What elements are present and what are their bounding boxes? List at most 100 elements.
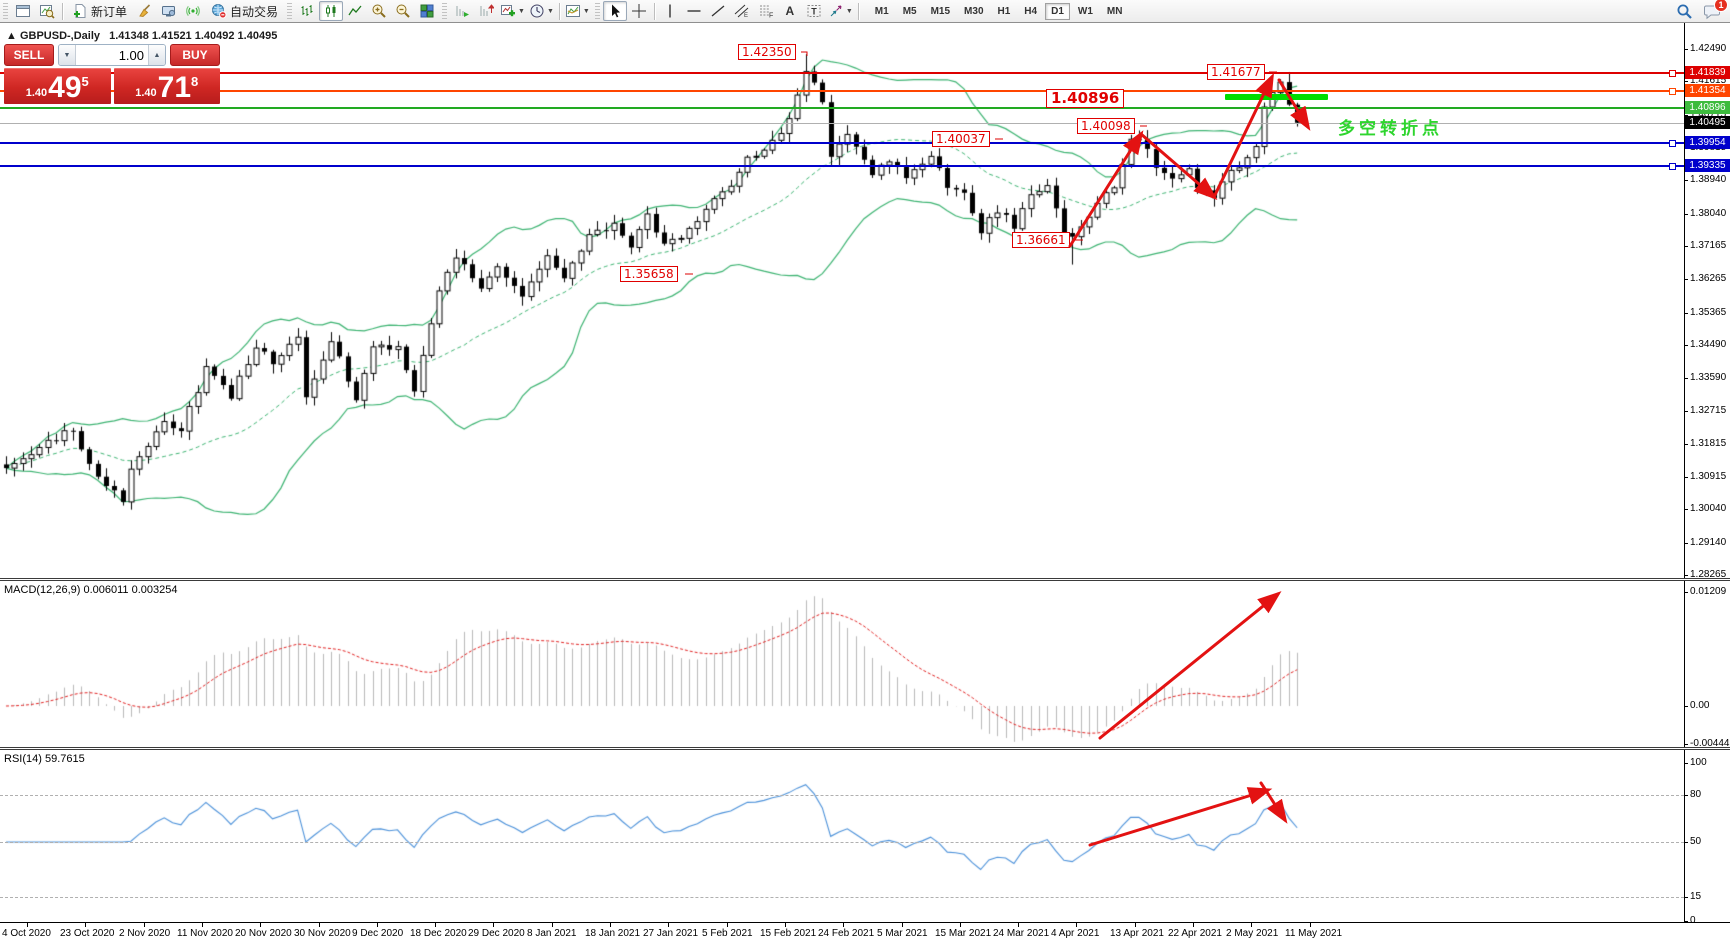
price-annotation-label[interactable]: 1.41677 xyxy=(1207,64,1265,80)
terminal-icon[interactable] xyxy=(157,1,181,21)
search-button[interactable] xyxy=(1672,1,1696,21)
line-handle[interactable] xyxy=(1669,140,1676,147)
price-axis-tick xyxy=(1684,313,1688,314)
price-axis-label: 1.32715 xyxy=(1690,405,1727,416)
buy-button[interactable]: BUY xyxy=(170,44,220,66)
turning-point-label[interactable]: 多空转折点 xyxy=(1338,119,1443,138)
vertical-line-tool[interactable] xyxy=(658,1,682,21)
auto-scroll-icon[interactable] xyxy=(450,1,474,21)
line-chart-mode-icon[interactable] xyxy=(343,1,367,21)
horizontal-line-tool[interactable] xyxy=(682,1,706,21)
sell-price-tile[interactable]: 1.40 49 5 xyxy=(4,68,111,104)
timeframe-button-D1[interactable]: D1 xyxy=(1045,2,1070,20)
rsi-axis-tick xyxy=(1684,897,1688,898)
cleanup-icon[interactable] xyxy=(133,1,157,21)
price-annotation-label[interactable]: 1.35658 xyxy=(620,266,678,282)
panel-splitter[interactable] xyxy=(0,578,1730,581)
label-t-icon: T xyxy=(807,5,821,17)
bar-chart-mode-icon[interactable] xyxy=(295,1,319,21)
price-axis-tick xyxy=(1684,81,1688,82)
data-window-icon[interactable] xyxy=(35,1,59,21)
date-axis-tick xyxy=(27,923,28,927)
sell-button[interactable]: SELL xyxy=(4,44,54,66)
text-label-tool[interactable]: T xyxy=(802,1,826,21)
timeframe-button-W1[interactable]: W1 xyxy=(1072,3,1099,20)
date-axis-tick xyxy=(260,923,261,927)
equidistant-channel-tool[interactable]: E xyxy=(730,1,754,21)
price-badge: 1.40896 xyxy=(1685,101,1730,114)
date-axis-tick xyxy=(1193,923,1194,927)
svg-text:F: F xyxy=(769,13,773,20)
notifications-button[interactable]: 1 xyxy=(1700,0,1728,21)
volume-increase-button[interactable]: ▲ xyxy=(148,45,165,65)
zoom-in-icon[interactable] xyxy=(367,1,391,21)
date-axis-label: 15 Mar 2021 xyxy=(935,928,992,939)
trendline-tool[interactable] xyxy=(706,1,730,21)
timeframe-button-H1[interactable]: H1 xyxy=(992,3,1017,20)
price-annotation-label[interactable]: 1.42350 xyxy=(738,44,796,60)
main-chart-canvas[interactable] xyxy=(0,23,1684,578)
one-click-trading-panel: SELL ▼ ▲ BUY 1.40 49 5 1.40 71 8 xyxy=(4,44,220,104)
periods-menu[interactable]: ▼ xyxy=(527,1,556,21)
new-chart-icon[interactable] xyxy=(11,1,35,21)
horizontal-price-line[interactable] xyxy=(0,107,1684,109)
date-axis-tick xyxy=(902,923,903,927)
date-axis[interactable]: 4 Oct 2020 23 Oct 2020 2 Nov 2020 11 Nov 20… xyxy=(0,922,1730,943)
fibonacci-tool[interactable]: F xyxy=(754,1,778,21)
horizontal-price-line[interactable] xyxy=(0,72,1684,74)
timeframe-button-MN[interactable]: MN xyxy=(1101,3,1129,20)
support-highlight-bar[interactable] xyxy=(1225,94,1328,100)
signal-icon[interactable] xyxy=(181,1,205,21)
date-axis-tick xyxy=(493,923,494,927)
price-annotation-label[interactable]: 1.40037 xyxy=(932,131,990,147)
macd-axis-tick xyxy=(1684,592,1688,593)
date-axis-tick xyxy=(785,923,786,927)
timeframe-button-H4[interactable]: H4 xyxy=(1018,3,1043,20)
horizontal-price-line[interactable] xyxy=(0,123,1684,124)
clock-icon xyxy=(530,4,544,18)
buy-price-tile[interactable]: 1.40 71 8 xyxy=(113,68,220,104)
line-handle[interactable] xyxy=(1669,163,1676,170)
date-axis-label: 24 Mar 2021 xyxy=(993,928,1050,939)
price-axis-tick xyxy=(1684,246,1688,247)
price-axis-label: 1.41615 xyxy=(1690,75,1727,86)
svg-text:E: E xyxy=(744,13,748,19)
line-handle[interactable] xyxy=(1669,88,1676,95)
price-annotation-label[interactable]: 1.40098 xyxy=(1077,118,1135,134)
toolbar-grip xyxy=(594,3,600,19)
timeframe-button-M30[interactable]: M30 xyxy=(958,3,989,20)
line-handle[interactable] xyxy=(1669,70,1676,77)
indicators-icon xyxy=(501,5,516,17)
volume-decrease-button[interactable]: ▼ xyxy=(59,45,76,65)
date-axis-tick xyxy=(85,923,86,927)
timeframe-button-M5[interactable]: M5 xyxy=(897,3,923,20)
search-icon xyxy=(1677,4,1692,19)
arrows-shapes-menu[interactable]: ▼ xyxy=(826,1,855,21)
tile-windows-icon[interactable] xyxy=(415,1,439,21)
text-a-icon: A xyxy=(785,4,795,18)
panel-splitter[interactable] xyxy=(0,747,1730,750)
templates-menu[interactable]: ▼ xyxy=(563,1,592,21)
chart-shift-icon[interactable] xyxy=(474,1,498,21)
price-annotation-label[interactable]: 1.40896 xyxy=(1046,89,1125,108)
crosshair-tool[interactable] xyxy=(627,1,651,21)
candlestick-mode-icon[interactable] xyxy=(319,1,344,21)
rsi-canvas[interactable] xyxy=(0,750,1684,922)
indicators-menu[interactable]: ▼ xyxy=(498,1,527,21)
cursor-tool[interactable] xyxy=(602,1,627,21)
horizontal-price-line[interactable] xyxy=(0,165,1684,167)
timeframe-button-M1[interactable]: M1 xyxy=(869,3,895,20)
timeframe-button-M15[interactable]: M15 xyxy=(925,3,956,20)
new-order-button[interactable]: 新订单 xyxy=(66,1,133,21)
price-annotation-label[interactable]: 1.36661 xyxy=(1012,232,1070,248)
macd-axis-tick xyxy=(1684,706,1688,707)
volume-input[interactable] xyxy=(76,45,148,65)
text-tool[interactable]: A xyxy=(778,1,802,21)
zoom-out-icon[interactable] xyxy=(391,1,415,21)
dropdown-caret-icon: ▼ xyxy=(582,7,590,15)
auto-trading-button[interactable]: 自动交易 xyxy=(205,1,284,21)
price-axis-label: 1.36265 xyxy=(1690,273,1727,284)
macd-canvas[interactable] xyxy=(0,581,1684,747)
horizontal-price-line[interactable] xyxy=(0,90,1684,92)
horizontal-price-line[interactable] xyxy=(0,142,1684,144)
